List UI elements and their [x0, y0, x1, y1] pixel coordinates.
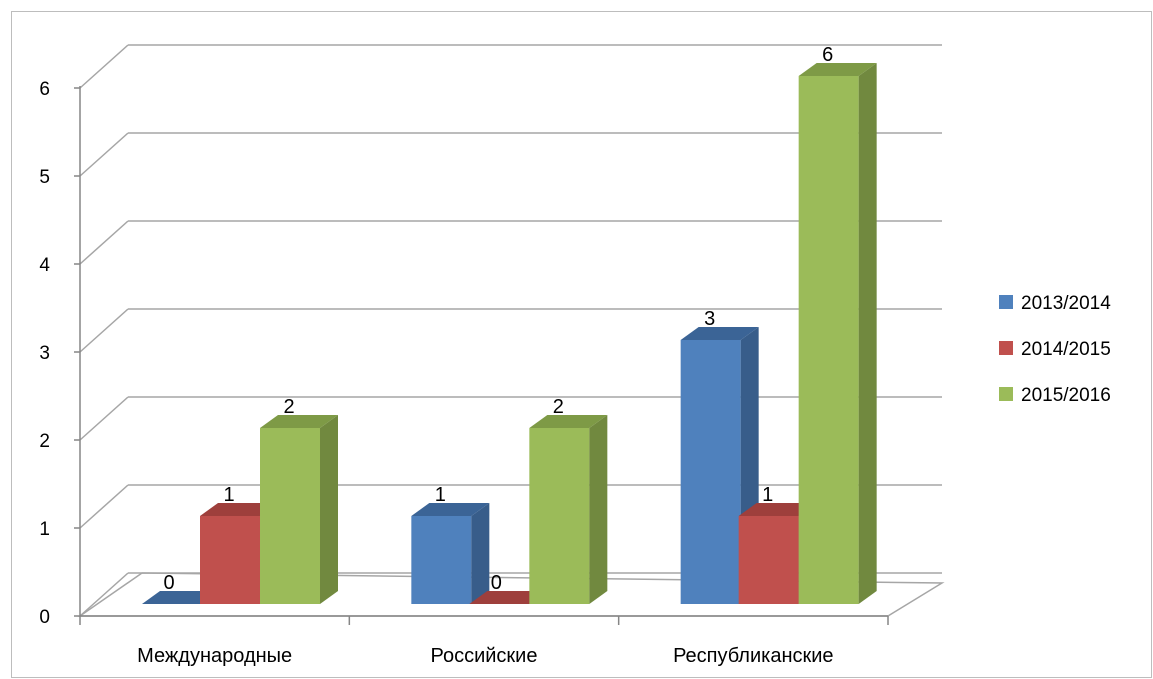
bar-side	[320, 415, 338, 604]
legend-label: 2015/2016	[1021, 385, 1111, 406]
y-tick-label: 0	[39, 607, 50, 628]
gridline-side	[79, 220, 129, 265]
bar	[798, 63, 877, 604]
bar-side	[471, 503, 490, 604]
bar	[260, 415, 338, 604]
x-tick-label: Международные	[137, 645, 292, 667]
bar	[469, 591, 548, 604]
y-tick-label: 3	[39, 343, 50, 364]
y-tick-label: 2	[39, 431, 50, 452]
data-label: 1	[435, 484, 446, 506]
bar	[680, 327, 759, 604]
bar-top	[411, 503, 490, 516]
data-label: 1	[223, 484, 234, 506]
bar-front	[529, 428, 590, 604]
bar-top	[260, 415, 338, 428]
bar-top	[529, 415, 608, 428]
legend-swatch	[999, 387, 1013, 401]
bar-front	[680, 340, 741, 604]
gridline-side	[79, 132, 129, 177]
y-tick-label: 6	[39, 79, 50, 100]
bar-top	[680, 327, 759, 340]
y-tick-label: 4	[39, 255, 50, 276]
gridline-side	[79, 572, 129, 617]
x-axis: Международные Российские Республиканские	[79, 615, 889, 667]
y-axis: 0 1 2 3 4 5 6	[39, 79, 81, 628]
legend: 2013/2014 2014/2015 2015/2016	[999, 293, 1111, 406]
chart-frame	[11, 11, 1152, 678]
legend-swatch	[999, 295, 1013, 309]
gridline-side	[79, 484, 129, 529]
data-label: 2	[553, 396, 564, 418]
bar-top	[469, 591, 548, 604]
y-tick-label: 5	[39, 167, 50, 188]
bar-front	[200, 516, 260, 604]
bar-front	[798, 76, 859, 604]
x-tick-label: Республиканские	[673, 645, 833, 667]
bar-top	[738, 503, 817, 516]
bar-side	[858, 63, 877, 604]
data-label: 2	[283, 396, 294, 418]
bar	[529, 415, 608, 604]
data-label: 6	[822, 44, 833, 66]
bar-side	[589, 415, 608, 604]
legend-label: 2013/2014	[1021, 293, 1111, 314]
bar-front	[411, 516, 472, 604]
y-tick-label: 1	[39, 519, 50, 540]
data-label: 3	[704, 308, 715, 330]
gridline-side	[79, 44, 129, 89]
data-label: 1	[762, 484, 773, 506]
bar	[411, 503, 490, 604]
gridline-side	[79, 396, 129, 441]
legend-swatch	[999, 341, 1013, 355]
x-tick-label: Российские	[431, 645, 538, 667]
bar-front	[738, 516, 799, 604]
bar-front	[260, 428, 320, 604]
data-labels: 0 1 2 1 0 2 3 1 6	[163, 44, 833, 594]
data-label: 0	[491, 572, 502, 594]
bar-top	[200, 503, 278, 516]
gridline-side	[79, 308, 129, 353]
bars	[142, 63, 877, 604]
data-label: 0	[163, 572, 174, 594]
bar-top	[798, 63, 877, 76]
legend-label: 2014/2015	[1021, 339, 1111, 360]
